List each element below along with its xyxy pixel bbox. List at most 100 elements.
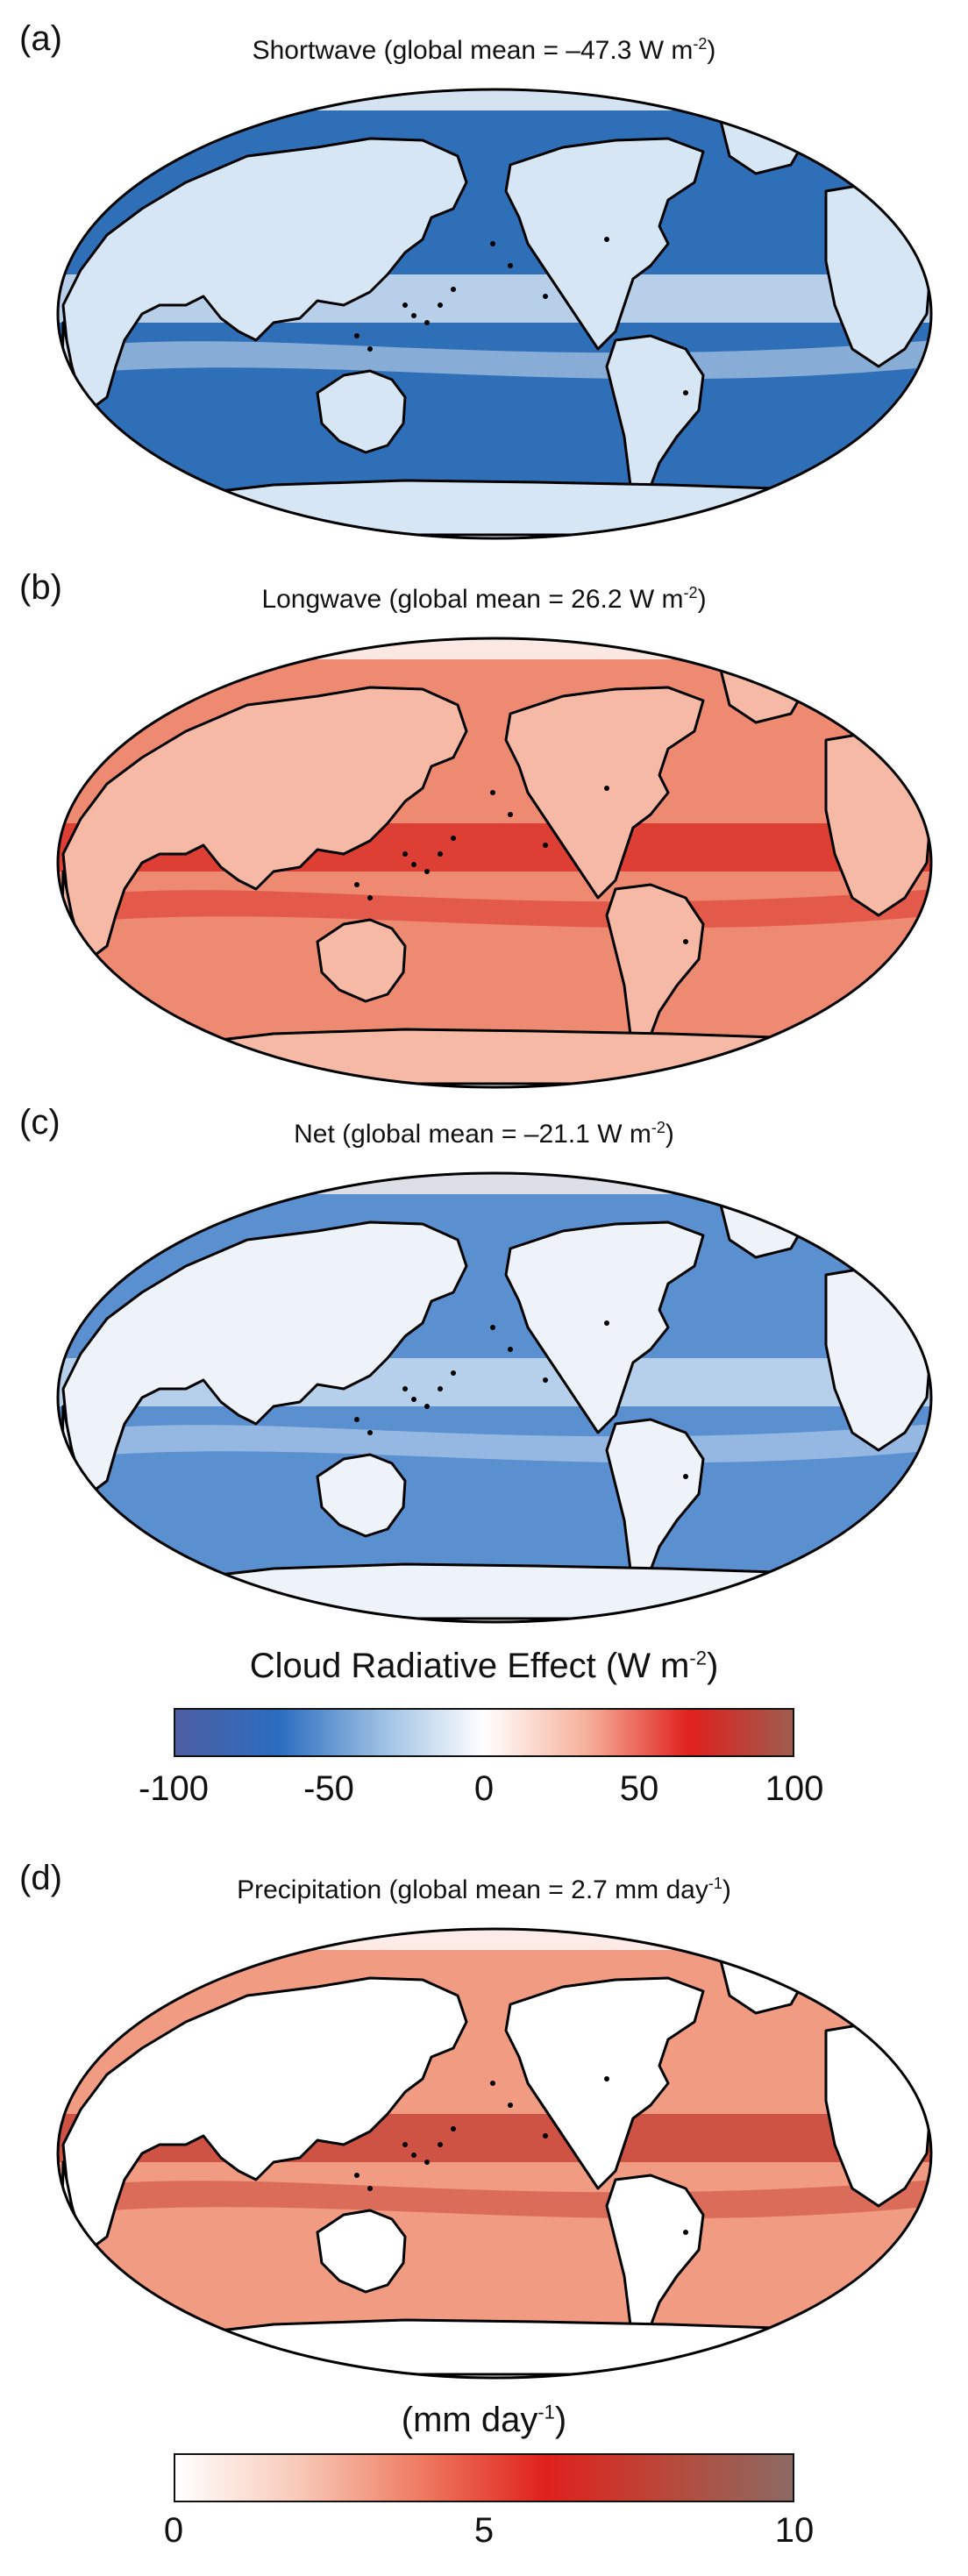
continent-antarctica <box>158 2318 863 2376</box>
panel-c-letter: (c) <box>19 1103 60 1142</box>
continent-north-america <box>504 686 705 900</box>
continent-north-america <box>504 1976 705 2190</box>
cre-colorbar-title: Cloud Radiative Effect (W m-2) <box>249 1647 719 1685</box>
island-dot <box>451 1370 456 1376</box>
island-dot <box>402 2142 408 2147</box>
southern-band <box>58 1424 931 1463</box>
island-dot <box>354 333 359 338</box>
map-outline <box>56 1171 933 1624</box>
island-dot <box>438 1386 443 1391</box>
precip-colorbar <box>174 2453 794 2502</box>
panel-d-letter: (d) <box>19 1859 62 1897</box>
colorbar-tick-label: 0 <box>163 2511 184 2550</box>
island-dot <box>367 1430 373 1435</box>
panel-b-letter: (b) <box>19 568 62 607</box>
island-dot <box>438 851 443 857</box>
island-dot <box>438 302 443 308</box>
longwave-map <box>56 637 933 1089</box>
continent-australia <box>316 369 407 454</box>
continent-north-america <box>504 137 705 351</box>
colorbar-tick-label: -50 <box>303 1769 354 1808</box>
island-dot <box>683 1474 688 1479</box>
continent-antarctica <box>158 1562 863 1620</box>
island-dot <box>490 1325 495 1330</box>
colorbar-tick-label: 10 <box>774 2511 815 2550</box>
island-dot <box>367 346 373 352</box>
island-dot <box>451 836 456 841</box>
panel-b-title: Longwave (global mean = 26.2 W m-2) <box>261 584 707 614</box>
panel-a-title: Shortwave (global mean = –47.3 W m-2) <box>252 35 716 65</box>
island-dot <box>604 2076 609 2081</box>
island-dot <box>411 1397 416 1402</box>
island-dot <box>451 287 456 292</box>
island-dot <box>490 2081 495 2086</box>
island-dot <box>683 939 688 944</box>
island-dot <box>402 851 408 857</box>
island-dot <box>543 294 548 299</box>
colorbar-tick-label: 0 <box>473 1769 495 1808</box>
island-dot <box>490 241 495 246</box>
precipitation-map <box>56 1927 933 2380</box>
island-dot <box>367 2186 373 2191</box>
continent-australia <box>316 2209 407 2294</box>
continent-australia <box>316 918 407 1003</box>
island-dot <box>424 320 430 325</box>
island-dot <box>543 843 548 848</box>
colorbar-tick-label: 5 <box>473 2511 495 2550</box>
island-dot <box>424 869 430 874</box>
island-dot <box>508 812 513 817</box>
island-dot <box>411 862 416 867</box>
continent-south-america <box>605 334 705 509</box>
shortwave-map <box>56 88 933 540</box>
continent-antarctica <box>158 1028 863 1085</box>
southern-band <box>58 2180 931 2219</box>
continent-australia <box>316 1453 407 1538</box>
net-map <box>56 1171 933 1624</box>
island-dot <box>508 263 513 268</box>
map-outline <box>56 88 933 540</box>
panel-c-title: Net (global mean = –21.1 W m-2) <box>294 1119 674 1149</box>
island-dot <box>543 1377 548 1383</box>
island-dot <box>683 390 688 395</box>
continent-antarctica <box>158 479 863 537</box>
island-dot <box>604 786 609 791</box>
cre-colorbar <box>174 1708 794 1757</box>
island-dot <box>402 302 408 308</box>
continent-north-america <box>504 1220 705 1434</box>
island-dot <box>438 2142 443 2147</box>
island-dot <box>424 1404 430 1409</box>
continent-asia-europe <box>61 137 468 412</box>
colorbar-tick-label: 50 <box>619 1769 659 1808</box>
island-dot <box>402 1386 408 1391</box>
map-outline <box>56 1927 933 2380</box>
island-dot <box>604 237 609 242</box>
island-dot <box>354 2173 359 2178</box>
panel-d-title: Precipitation (global mean = 2.7 mm day-… <box>237 1875 731 1904</box>
precip-colorbar-title: (mm day-1) <box>401 2401 567 2439</box>
colorbar-tick-label: 100 <box>765 1769 824 1808</box>
southern-band <box>58 340 931 380</box>
continent-asia-europe <box>61 1220 468 1496</box>
island-dot <box>354 882 359 887</box>
island-dot <box>367 895 373 900</box>
map-outline <box>56 637 933 1089</box>
southern-band <box>58 889 931 929</box>
island-dot <box>508 1347 513 1352</box>
island-dot <box>411 313 416 318</box>
island-dot <box>490 790 495 795</box>
island-dot <box>424 2160 430 2165</box>
island-dot <box>354 1417 359 1422</box>
island-dot <box>411 2153 416 2158</box>
continent-asia-europe <box>61 686 468 961</box>
island-dot <box>508 2103 513 2108</box>
island-dot <box>604 1320 609 1326</box>
island-dot <box>543 2133 548 2138</box>
continent-south-america <box>605 883 705 1057</box>
continent-asia-europe <box>61 1976 468 2252</box>
panel-a-letter: (a) <box>19 19 62 58</box>
island-dot <box>451 2126 456 2131</box>
colorbar-tick-label: -100 <box>138 1769 210 1808</box>
continent-south-america <box>605 2174 705 2348</box>
island-dot <box>683 2230 688 2235</box>
continent-south-america <box>605 1418 705 1592</box>
